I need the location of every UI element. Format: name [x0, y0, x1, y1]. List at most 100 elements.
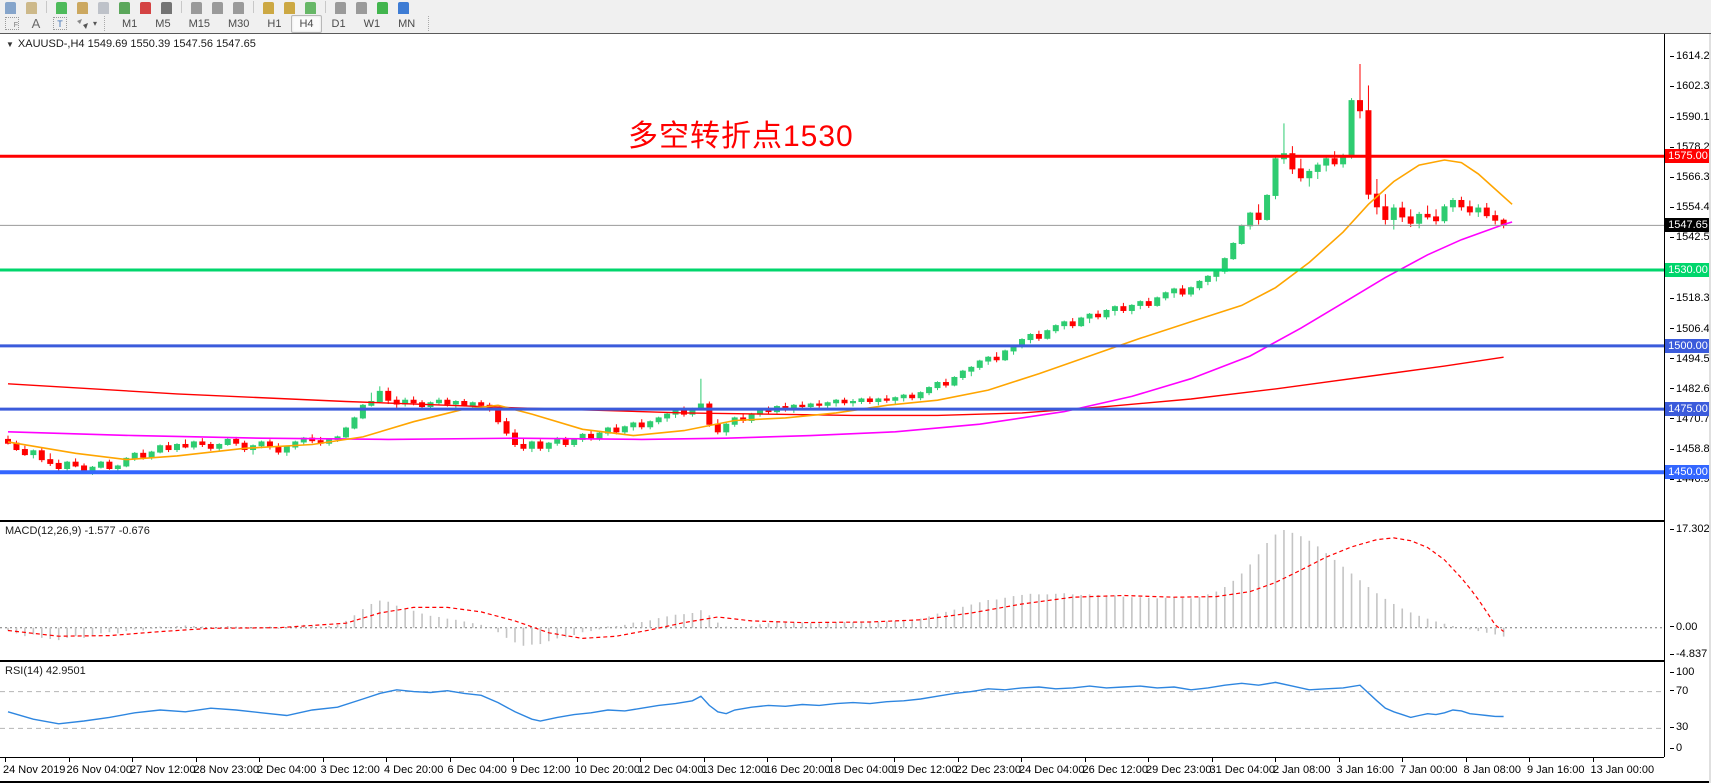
- tf-button-H1[interactable]: H1: [267, 17, 282, 30]
- price-tick-label: 1614.25: [1670, 50, 1711, 62]
- new-chart-plus-icon[interactable]: [56, 2, 67, 14]
- price-tick-label: 1482.65: [1670, 383, 1711, 395]
- pane-divider[interactable]: [0, 660, 1664, 662]
- time-tick: [449, 758, 451, 762]
- time-axis[interactable]: 24 Nov 2019 26 Nov 04:00 27 Nov 12:00 28 No…: [0, 758, 1664, 781]
- toolbar-separator: [46, 1, 47, 13]
- window-icon[interactable]: [98, 2, 109, 14]
- window-right-edge: [1709, 34, 1711, 783]
- time-tick: [1084, 758, 1086, 762]
- time-tick-label: 26 Nov 04:00: [66, 764, 132, 776]
- tf-button-M1[interactable]: M1: [122, 17, 138, 30]
- time-tick: [1465, 758, 1467, 762]
- toolbar-separator: [181, 1, 182, 13]
- time-tick-label: 19 Dec 12:00: [892, 764, 958, 776]
- time-tick-label: 7 Jan 00:00: [1400, 764, 1458, 776]
- tf-button-D1[interactable]: D1: [331, 17, 346, 30]
- price-tick-label: 1518.35: [1670, 292, 1711, 304]
- shapes-icon[interactable]: ▾: [75, 16, 97, 31]
- price-tick-label: 1566.30: [1670, 171, 1711, 183]
- time-tick: [1275, 758, 1276, 762]
- pane-divider[interactable]: [0, 520, 1664, 522]
- time-tick-label: 12 Dec 04:00: [638, 764, 704, 776]
- expand-icon[interactable]: [335, 2, 346, 14]
- level-price-label: 1450.00: [1665, 465, 1711, 480]
- tf-button-H4[interactable]: H4: [291, 14, 322, 33]
- pane-divider: [0, 757, 1664, 758]
- zoom-in-icon[interactable]: [263, 2, 274, 14]
- text-label-icon[interactable]: T: [51, 16, 69, 31]
- time-tick-label: 10 Dec 20:00: [574, 764, 640, 776]
- price-tick-label: 1554.40: [1670, 201, 1711, 213]
- time-tick-label: 13 Jan 00:00: [1590, 764, 1655, 776]
- price-tick-label: 1542.50: [1670, 231, 1711, 243]
- spacer: [1670, 523, 1676, 535]
- rsi-tick-label: 100: [1670, 666, 1694, 678]
- grid-icon[interactable]: [233, 2, 244, 14]
- price-tick-label: 1590.10: [1670, 111, 1711, 123]
- tile-windows-icon[interactable]: [305, 2, 316, 14]
- time-tick-label: 18 Dec 04:00: [828, 764, 894, 776]
- arrows-glyph: [77, 18, 88, 29]
- alert-icon[interactable]: [140, 2, 151, 14]
- time-tick-label: 24 Dec 04:00: [1019, 764, 1085, 776]
- fibo-grid-icon[interactable]: F: [3, 16, 21, 31]
- time-tick-label: 8 Jan 08:00: [1463, 764, 1522, 776]
- help-icon[interactable]: [398, 2, 409, 14]
- toolbar-separator: [428, 16, 433, 31]
- time-tick: [132, 758, 133, 762]
- cursor-icon[interactable]: [212, 2, 223, 14]
- document-fragment-icon[interactable]: [5, 2, 16, 14]
- time-tick: [1021, 758, 1022, 762]
- chart-window: ▼ XAUUSD-,H4 1549.69 1550.39 1547.56 1547…: [0, 33, 1711, 783]
- level-price-label: 1575.00: [1665, 149, 1711, 164]
- price-tick-label: 1602.35: [1670, 80, 1711, 92]
- toolbar-separator: [325, 1, 326, 13]
- crosshair-icon[interactable]: [191, 2, 202, 14]
- time-tick: [1338, 758, 1340, 762]
- add-indicator-icon[interactable]: [377, 2, 388, 14]
- time-tick-label: 16 Dec 20:00: [765, 764, 831, 776]
- macd-pane-canvas[interactable]: [0, 522, 1664, 660]
- rsi-tick-label: 70: [1670, 685, 1688, 697]
- time-tick: [640, 758, 641, 762]
- toolbar-separator: [253, 1, 254, 13]
- zoom-out-icon[interactable]: [284, 2, 295, 14]
- tools-timeframe-toolbar: F A T ▾ M1 M5 M15 M30 H1 H4 D1 W1 MN: [0, 14, 1711, 33]
- time-tick-label: 26 Dec 12:00: [1082, 764, 1148, 776]
- text-annotation-icon[interactable]: A: [31, 16, 41, 31]
- tf-button-M15[interactable]: M15: [188, 17, 210, 30]
- zoom-icon[interactable]: [26, 2, 37, 14]
- price-chart-canvas[interactable]: [0, 34, 1664, 520]
- time-tick-label: 4 Dec 20:00: [384, 764, 444, 776]
- tf-button-M30[interactable]: M30: [227, 17, 250, 30]
- time-tick-label: 3 Dec 12:00: [320, 764, 380, 776]
- time-tick: [195, 758, 197, 762]
- main-toolbar: [0, 0, 1711, 15]
- profile-icon[interactable]: [77, 2, 88, 14]
- time-tick-label: 9 Jan 16:00: [1527, 764, 1585, 776]
- time-tick: [894, 758, 895, 762]
- window-bottom-edge: [0, 781, 1711, 783]
- time-tick-label: 9 Dec 12:00: [511, 764, 571, 776]
- rsi-label: RSI(14) 42.9501: [5, 665, 86, 677]
- time-tick: [5, 758, 6, 762]
- tf-button-W1[interactable]: W1: [363, 17, 381, 30]
- current-price-label: 1547.65: [1665, 218, 1711, 233]
- price-axis[interactable]: 1614.251602.351590.101578.201566.301554.…: [1664, 34, 1711, 757]
- tf-button-M5[interactable]: M5: [155, 17, 171, 30]
- navigator-icon[interactable]: [119, 2, 130, 14]
- time-tick-label: 2 Jan 08:00: [1273, 764, 1331, 776]
- terminal-icon[interactable]: [161, 2, 172, 14]
- time-tick: [1148, 758, 1149, 762]
- time-tick-label: 13 Dec 12:00: [701, 764, 767, 776]
- price-tick-label: 1494.55: [1670, 353, 1711, 365]
- rsi-pane-canvas[interactable]: [0, 662, 1664, 757]
- timeframe-bar: M1 M5 M15 M30 H1 H4 D1 W1 MN: [113, 14, 424, 33]
- level-price-label: 1500.00: [1665, 338, 1711, 353]
- shrink-icon[interactable]: [356, 2, 367, 14]
- tf-button-MN[interactable]: MN: [398, 17, 416, 30]
- time-tick-label: 27 Nov 12:00: [130, 764, 196, 776]
- collapse-triangle-icon[interactable]: ▼: [6, 40, 14, 49]
